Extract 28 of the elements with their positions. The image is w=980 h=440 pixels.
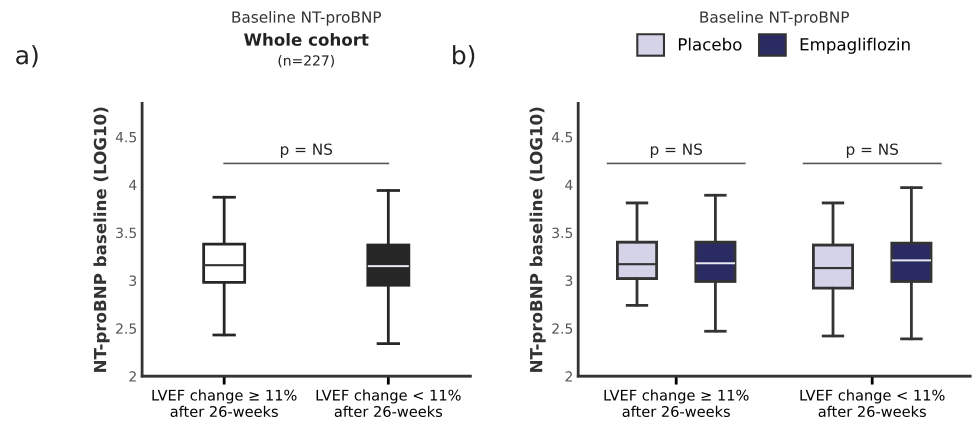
chart-subtitle: Whole cohort (n=227) bbox=[244, 33, 369, 68]
y-tick-label: 2 bbox=[129, 371, 136, 382]
y-tick-label: 2 bbox=[566, 371, 572, 382]
x-tick-label: LVEF change ≥ 11% after 26-weeks bbox=[152, 389, 297, 418]
x-tick-label: LVEF change ≥ 11% after 26-weeks bbox=[604, 389, 749, 418]
legend-label: Placebo bbox=[678, 38, 742, 51]
annotation: p = NS bbox=[846, 143, 898, 158]
y-axis-title: NT-proBNP baseline (LOG10) bbox=[93, 108, 110, 372]
y-tick-label: 3 bbox=[129, 275, 136, 286]
annotation: p = NS bbox=[280, 143, 332, 158]
y-tick-label: 4 bbox=[565, 180, 573, 190]
y-tick-label: 2.5 bbox=[552, 323, 572, 334]
legend-label: Empagliflozin bbox=[800, 38, 910, 54]
y-tick-label: 4 bbox=[129, 180, 136, 190]
y-tick-label: 3 bbox=[566, 275, 572, 286]
y-tick-label: 2.5 bbox=[116, 323, 136, 334]
text: a) bbox=[16, 45, 38, 68]
chart-title: Baseline NT-proBNP bbox=[232, 11, 382, 26]
y-tick-label: 4.5 bbox=[116, 132, 136, 142]
annotation: p = NS bbox=[650, 143, 702, 158]
y-axis-title: NT-proBNP baseline (LOG10) bbox=[530, 108, 546, 372]
y-tick-label: 4.5 bbox=[552, 132, 572, 142]
x-tick-label: LVEF change < 11% after 26-weeks bbox=[800, 389, 945, 418]
y-tick-label: 3.5 bbox=[552, 228, 572, 238]
chart-title: Baseline NT-proBNP bbox=[700, 11, 849, 26]
x-tick-label: LVEF change < 11% after 26-weeks bbox=[316, 389, 461, 418]
text: b) bbox=[453, 45, 474, 68]
y-tick-label: 3.5 bbox=[116, 228, 136, 238]
